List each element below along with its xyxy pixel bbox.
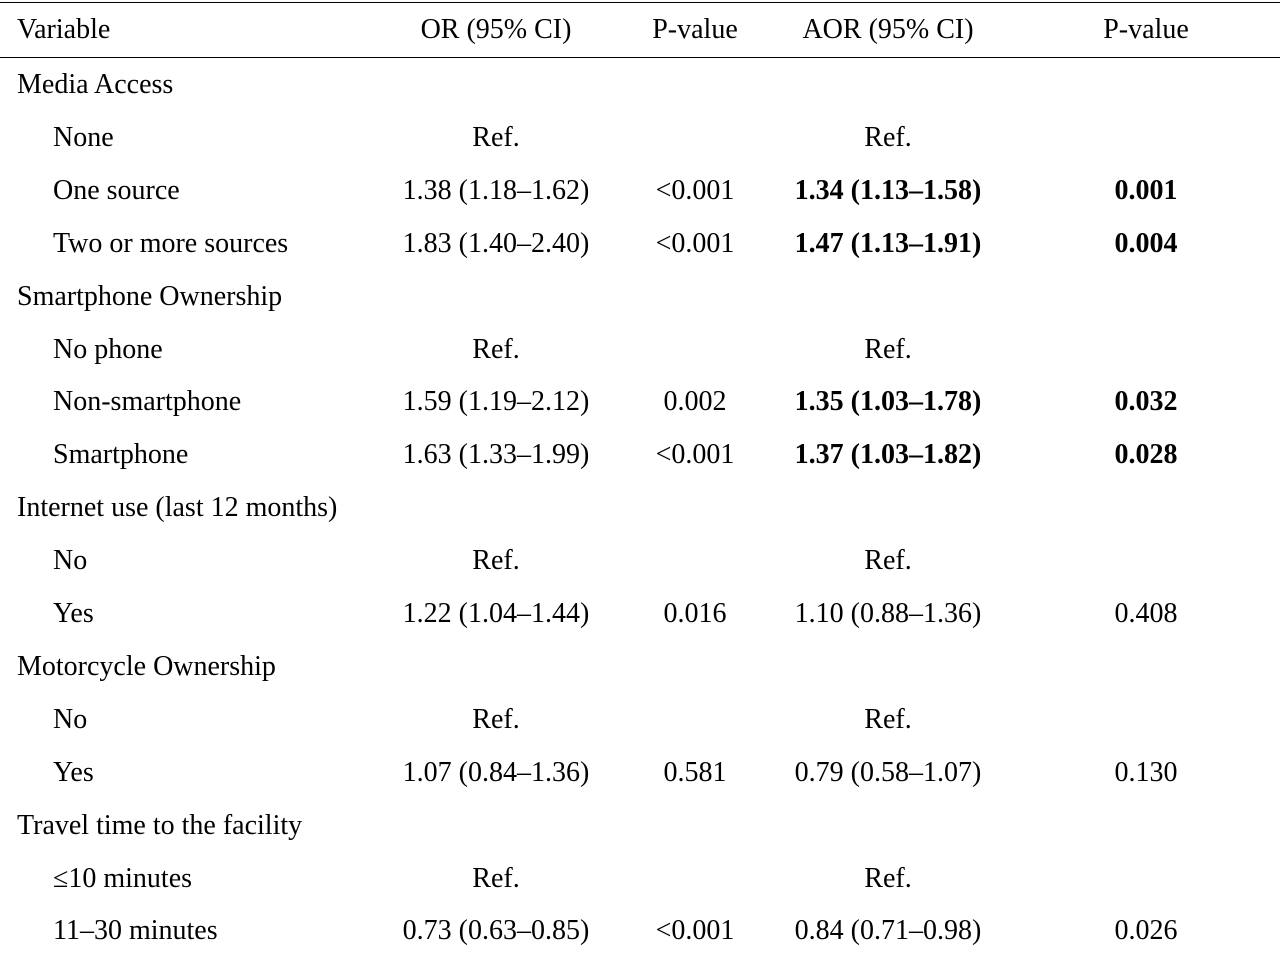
cell-variable: Smartphone Ownership [17, 280, 283, 312]
table-group-row: Smartphone Ownership [0, 270, 1280, 323]
table-header-row: Variable OR (95% CI) P-value AOR (95% CI… [0, 3, 1280, 56]
table-group-row: Travel time to the facility [0, 799, 1280, 852]
cell-variable: None [53, 121, 114, 153]
cell-adjusted-p-value: 0.130 [1114, 756, 1178, 788]
table-row: No phone Ref. Ref. [0, 323, 1280, 376]
cell-p-value: 0.002 [663, 386, 727, 418]
table-row: 11–30 minutes 0.73 (0.63–0.85) <0.001 0.84 … [0, 904, 1280, 957]
cell-or: Ref. [472, 545, 520, 577]
table-group-row: Motorcycle Ownership [0, 640, 1280, 693]
cell-aor: 0.84 (0.71–0.98) [794, 915, 982, 947]
cell-adjusted-p-value: 0.026 [1114, 915, 1178, 947]
cell-variable: Smartphone [53, 439, 189, 471]
cell-variable: Media Access [17, 69, 174, 100]
header-p-value: P-value [652, 14, 738, 45]
cell-or: 1.22 (1.04–1.44) [402, 598, 590, 629]
table-header-rule [0, 57, 1280, 58]
cell-variable: Yes [53, 598, 94, 629]
cell-variable: No [53, 703, 88, 735]
table-row: Yes 1.07 (0.84–1.36) 0.581 0.79 (0.58–1.07)… [0, 746, 1280, 799]
cell-adjusted-p-value: 0.028 [1114, 439, 1178, 471]
cell-variable: Two or more sources [53, 227, 289, 259]
cell-aor: Ref. [864, 862, 912, 894]
cell-aor: Ref. [864, 703, 912, 735]
table-row: No Ref. Ref. [0, 534, 1280, 587]
cell-adjusted-p-value: 0.032 [1114, 386, 1178, 418]
header-aor: AOR (95% CI) [802, 14, 974, 45]
cell-p-value: 0.581 [663, 756, 727, 788]
cell-or: Ref. [472, 703, 520, 735]
cell-aor: Ref. [864, 333, 912, 365]
table-row: Non-smartphone 1.59 (1.19–2.12) 0.002 1.35 … [0, 375, 1280, 428]
cell-p-value: <0.001 [655, 915, 735, 947]
cell-aor: 1.34 (1.13–1.58) [794, 174, 982, 206]
cell-aor: 1.35 (1.03–1.78) [794, 386, 982, 418]
table-row: One source 1.38 (1.18–1.62) <0.001 1.34 (1.… [0, 164, 1280, 217]
cell-or: 1.38 (1.18–1.62) [402, 174, 590, 206]
cell-aor: 0.79 (0.58–1.07) [794, 756, 982, 788]
cell-aor: Ref. [864, 121, 912, 153]
header-or: OR (95% CI) [420, 14, 572, 45]
cell-or: 1.07 (0.84–1.36) [402, 756, 590, 788]
cell-adjusted-p-value: 0.001 [1114, 174, 1178, 206]
table-row: No Ref. Ref. [0, 693, 1280, 746]
cell-adjusted-p-value: 0.004 [1114, 227, 1178, 259]
header-variable: Variable [17, 14, 111, 45]
cell-variable: Motorcycle Ownership [17, 650, 276, 682]
cell-variable: No [53, 545, 88, 577]
table-row: Two or more sources 1.83 (1.40–2.40) <0.00… [0, 217, 1280, 270]
cell-variable: Internet use (last 12 months) [17, 492, 338, 524]
cell-or: Ref. [472, 121, 520, 153]
cell-p-value: 0.016 [663, 598, 727, 629]
cell-p-value: <0.001 [655, 227, 735, 259]
cell-or: 0.73 (0.63–0.85) [402, 915, 590, 947]
table-row: ≤10 minutes Ref. Ref. [0, 852, 1280, 905]
cell-variable: Travel time to the facility [17, 809, 303, 841]
cell-aor: Ref. [864, 545, 912, 577]
table-top-rule [0, 2, 1280, 3]
table-row: None Ref. Ref. [0, 111, 1280, 164]
cell-p-value: <0.001 [655, 439, 735, 471]
header-adjusted-p-value: P-value [1103, 14, 1189, 45]
cell-aor: 1.47 (1.13–1.91) [794, 227, 982, 259]
table-group-row: Internet use (last 12 months) [0, 481, 1280, 534]
cell-variable: No phone [53, 333, 163, 365]
cell-adjusted-p-value: 0.408 [1114, 598, 1178, 629]
cell-variable: 11–30 minutes [53, 915, 218, 947]
table-group-row: Media Access [0, 58, 1280, 111]
table-row: Smartphone 1.63 (1.33–1.99) <0.001 1.37 (1.… [0, 428, 1280, 481]
cell-variable: Yes [53, 756, 94, 788]
table-row: Yes 1.22 (1.04–1.44) 0.016 1.10 (0.88–1.36)… [0, 587, 1280, 640]
cell-variable: ≤10 minutes [53, 862, 193, 894]
cell-aor: 1.37 (1.03–1.82) [794, 439, 982, 471]
cell-variable: One source [53, 174, 180, 206]
cell-p-value: <0.001 [655, 174, 735, 206]
cell-or: 1.59 (1.19–2.12) [402, 386, 590, 418]
cell-aor: 1.10 (0.88–1.36) [794, 598, 982, 629]
cell-variable: Non-smartphone [53, 386, 242, 418]
cell-or: Ref. [472, 333, 520, 365]
cell-or: 1.63 (1.33–1.99) [402, 439, 590, 471]
cell-or: Ref. [472, 862, 520, 894]
cell-or: 1.83 (1.40–2.40) [402, 227, 590, 259]
